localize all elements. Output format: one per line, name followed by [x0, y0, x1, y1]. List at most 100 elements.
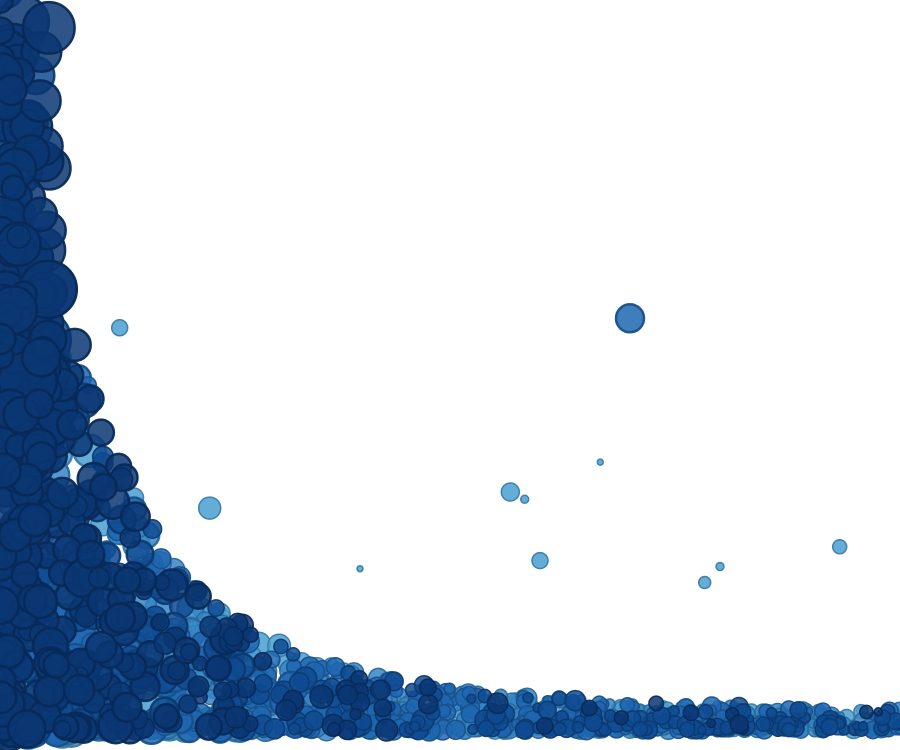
- scatter-point: [62, 673, 96, 707]
- scatter-point: [287, 722, 301, 736]
- scatter-point: [349, 707, 362, 721]
- scatter-point: [467, 723, 479, 736]
- scatter-point: [443, 682, 456, 695]
- scatter-point: [111, 691, 143, 724]
- scatter-point: [418, 678, 437, 697]
- scatter-point: [197, 496, 222, 520]
- scatter-point: [88, 472, 118, 502]
- scatter-point: [119, 501, 151, 533]
- scatter-point: [242, 626, 259, 644]
- scatter-point: [204, 654, 232, 682]
- scatter-point: [224, 705, 248, 729]
- scatter-point: [729, 714, 749, 734]
- scatter-point: [110, 319, 129, 337]
- scatter-point: [273, 638, 289, 655]
- scatter-point: [531, 551, 549, 570]
- scatter-point: [326, 722, 342, 737]
- scatter-point: [583, 713, 603, 733]
- scatter-point: [696, 725, 707, 735]
- scatter-point: [213, 681, 233, 701]
- scatter-point: [0, 452, 22, 490]
- scatter-point: [285, 647, 301, 662]
- scatter-point: [486, 692, 509, 715]
- scatter-point: [33, 674, 66, 708]
- scatter-point: [552, 721, 567, 737]
- scatter-point: [23, 388, 55, 420]
- scatter-point: [0, 0, 15, 14]
- scatter-point: [75, 384, 105, 414]
- scatter-point: [0, 174, 28, 202]
- scatter-point: [500, 482, 521, 502]
- scatter-point: [417, 693, 439, 715]
- scatter-point: [706, 718, 717, 729]
- scatter-point: [303, 710, 325, 732]
- scatter-point: [537, 700, 557, 721]
- scatter-point: [0, 73, 28, 107]
- scatter-point: [75, 539, 106, 570]
- scatter-point: [580, 699, 598, 717]
- scatter-point: [409, 720, 421, 733]
- scatter-point: [373, 698, 393, 718]
- scatter-point: [697, 575, 712, 590]
- scatter-point: [755, 716, 772, 732]
- scatter-point: [275, 698, 298, 722]
- scatter-point: [374, 718, 399, 742]
- scatter-point: [820, 717, 839, 736]
- scatter-point: [369, 679, 392, 701]
- scatter-point: [781, 722, 797, 738]
- scatter-point: [178, 694, 198, 714]
- scatter-point: [104, 602, 136, 634]
- scatter-point: [152, 702, 180, 730]
- scatter-point: [45, 476, 80, 511]
- scatter-point: [194, 712, 223, 741]
- scatter-point: [113, 566, 142, 595]
- scatter-point: [857, 720, 869, 732]
- scatter-point: [571, 720, 585, 734]
- scatter-point: [466, 693, 477, 705]
- scatter-point: [288, 672, 310, 694]
- scatter-point: [535, 717, 554, 735]
- scatter-point: [253, 651, 273, 671]
- scatter-point: [17, 502, 53, 538]
- scatter-point: [522, 691, 534, 704]
- scatter-point: [88, 566, 111, 590]
- scatter-point: [84, 630, 118, 664]
- scatter-point: [596, 458, 605, 466]
- scatter-point: [519, 494, 530, 505]
- scatter-point: [151, 612, 170, 632]
- scatter-point: [789, 700, 808, 720]
- scatter-point: [697, 703, 714, 720]
- scatter-point: [632, 720, 649, 738]
- scatter-point: [223, 626, 244, 647]
- scatter-point: [445, 719, 466, 741]
- scatter-point: [7, 709, 47, 749]
- scatter-point: [53, 720, 72, 739]
- scatter-point: [356, 564, 364, 573]
- scatter-point: [309, 684, 334, 710]
- scatter-point: [873, 707, 884, 717]
- scatter-point: [20, 336, 62, 378]
- scatter-point: [153, 631, 177, 655]
- scatter-point: [682, 704, 700, 722]
- scatter-point: [715, 561, 725, 572]
- scatter-point: [22, 196, 59, 233]
- scatter-point: [0, 585, 20, 626]
- scatter-point: [0, 680, 18, 715]
- scatter-point: [55, 408, 88, 441]
- scatter-point: [207, 599, 225, 617]
- scatter-point: [22, 583, 59, 620]
- scatter-point: [0, 16, 16, 45]
- scatter-point: [6, 224, 32, 249]
- scatter-point: [648, 695, 665, 712]
- scatter-point: [477, 719, 495, 738]
- scatter-point: [831, 539, 848, 555]
- scatter-point: [184, 582, 212, 610]
- scatter-point: [166, 661, 187, 681]
- scatter-point: [859, 704, 874, 720]
- scatter-point: [679, 721, 696, 738]
- scatter-point: [765, 706, 778, 720]
- scatter-point: [0, 633, 26, 670]
- scatter-point: [263, 717, 286, 740]
